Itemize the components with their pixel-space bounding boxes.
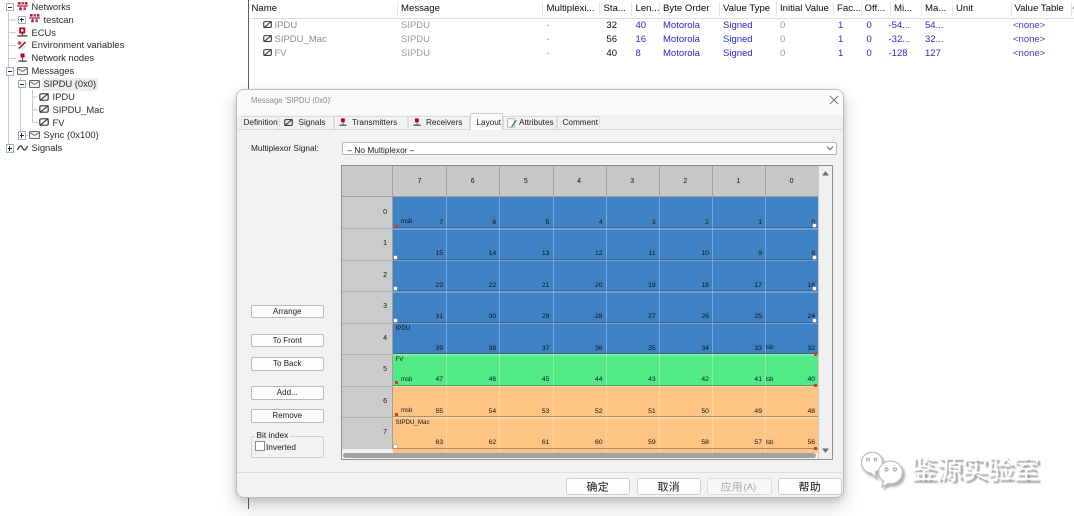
svg-text:(A): (A) [744, 482, 757, 493]
